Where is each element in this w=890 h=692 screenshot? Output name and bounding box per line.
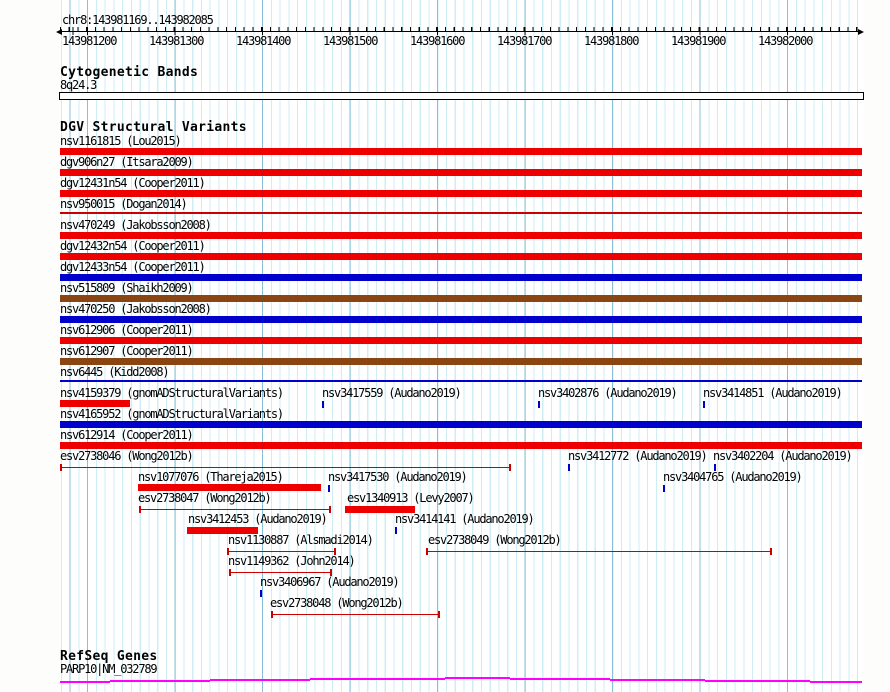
variant-range[interactable] — [139, 506, 331, 513]
section-header-refseq-genes: RefSeq Genes — [60, 649, 158, 664]
variant-label[interactable]: nsv3417530 (Audano2019) — [328, 470, 468, 484]
coordinate-grid — [59, 0, 864, 692]
variant-tick[interactable] — [322, 401, 324, 408]
variant-tick[interactable] — [538, 401, 540, 408]
variant-label[interactable]: dgv906n27 (Itsara2009) — [60, 155, 194, 169]
ruler-axis — [60, 31, 862, 32]
variant-bar[interactable] — [60, 253, 862, 260]
variant-range[interactable] — [426, 548, 772, 555]
variant-bar[interactable] — [345, 506, 415, 513]
ruler-label: 143981900 — [671, 34, 726, 48]
gene-segment[interactable] — [810, 681, 862, 683]
variant-bar[interactable] — [60, 337, 862, 344]
section-header-cytogenetic-bands: Cytogenetic Bands — [60, 65, 199, 80]
variant-bar[interactable] — [187, 527, 258, 534]
ruler-label: 143981600 — [410, 34, 465, 48]
variant-label[interactable]: nsv950015 (Dogan2014) — [60, 197, 188, 211]
cytoband-label[interactable]: 8q24.3 — [60, 78, 97, 92]
variant-range[interactable] — [271, 611, 440, 618]
variant-label[interactable]: nsv1149362 (John2014) — [228, 554, 356, 568]
variant-label[interactable]: nsv3404765 (Audano2019) — [663, 470, 803, 484]
variant-tick[interactable] — [663, 485, 665, 492]
ruler-right-arrow-icon — [858, 29, 864, 35]
variant-tick[interactable] — [395, 527, 397, 534]
variant-bar[interactable] — [60, 316, 862, 323]
variant-bar[interactable] — [60, 190, 862, 197]
variant-label[interactable]: esv1340913 (Levy2007) — [347, 491, 475, 505]
variant-label[interactable]: nsv3412453 (Audano2019) — [188, 512, 328, 526]
variant-range[interactable] — [229, 569, 332, 576]
variant-label[interactable]: nsv612914 (Cooper2011) — [60, 428, 194, 442]
variant-bar[interactable] — [60, 442, 862, 449]
ruler-label: 143981700 — [497, 34, 552, 48]
gene-label[interactable]: PARP10|NM_032789 — [60, 662, 158, 676]
variant-label[interactable]: dgv12432n54 (Cooper2011) — [60, 239, 206, 253]
variant-label[interactable]: nsv612906 (Cooper2011) — [60, 323, 194, 337]
variant-label[interactable]: nsv612907 (Cooper2011) — [60, 344, 194, 358]
gene-segment[interactable] — [310, 678, 445, 680]
variant-line[interactable] — [60, 380, 862, 382]
variant-tick[interactable] — [328, 485, 330, 492]
variant-label[interactable]: nsv3406967 (Audano2019) — [260, 575, 400, 589]
region-title: chr8:143981169..143982085 — [62, 13, 214, 27]
variant-label[interactable]: nsv3402204 (Audano2019) — [713, 449, 853, 463]
ruler-label: 143981300 — [149, 34, 204, 48]
variant-label[interactable]: nsv3412772 (Audano2019) — [568, 449, 708, 463]
variant-label[interactable]: dgv12433n54 (Cooper2011) — [60, 260, 206, 274]
gene-segment[interactable] — [705, 680, 810, 682]
variant-tick[interactable] — [260, 590, 262, 597]
variant-line[interactable] — [60, 212, 862, 214]
variant-label[interactable]: nsv3402876 (Audano2019) — [538, 386, 678, 400]
ruler-label: 143981400 — [236, 34, 291, 48]
variant-label[interactable]: nsv3414851 (Audano2019) — [703, 386, 843, 400]
variant-bar[interactable] — [60, 400, 130, 407]
gene-segment[interactable] — [60, 681, 110, 683]
variant-label[interactable]: nsv1161815 (Lou2015) — [60, 134, 182, 148]
gene-segment[interactable] — [510, 678, 610, 680]
variant-label[interactable]: esv2738049 (Wong2012b) — [428, 533, 562, 547]
ruler-label: 143981500 — [323, 34, 378, 48]
variant-label[interactable]: esv2738048 (Wong2012b) — [270, 596, 404, 610]
variant-range[interactable] — [227, 548, 336, 555]
variant-bar[interactable] — [138, 484, 321, 491]
variant-label[interactable]: esv2738046 (Wong2012b) — [60, 449, 194, 463]
variant-bar[interactable] — [60, 148, 862, 155]
variant-label[interactable]: nsv6445 (Kidd2008) — [60, 365, 170, 379]
variant-bar[interactable] — [60, 274, 862, 281]
section-header-dgv-variants: DGV Structural Variants — [60, 120, 247, 135]
variant-tick[interactable] — [568, 464, 570, 471]
variant-label[interactable]: nsv3414141 (Audano2019) — [395, 512, 535, 526]
variant-bar[interactable] — [60, 232, 862, 239]
variant-bar[interactable] — [60, 169, 862, 176]
variant-label[interactable]: dgv12431n54 (Cooper2011) — [60, 176, 206, 190]
variant-label[interactable]: nsv3417559 (Audano2019) — [322, 386, 462, 400]
variant-label[interactable]: esv2738047 (Wong2012b) — [138, 491, 272, 505]
variant-bar[interactable] — [60, 295, 862, 302]
ruler-label: 143981800 — [584, 34, 639, 48]
variant-tick[interactable] — [703, 401, 705, 408]
variant-label[interactable]: nsv1077076 (Thareja2015) — [138, 470, 284, 484]
variant-tick[interactable] — [714, 464, 716, 471]
gene-segment[interactable] — [210, 679, 310, 681]
gene-segment[interactable] — [610, 679, 705, 681]
variant-label[interactable]: nsv470249 (Jakobsson2008) — [60, 218, 212, 232]
ruler-label: 143982000 — [758, 34, 813, 48]
gene-segment[interactable] — [110, 680, 210, 682]
variant-label[interactable]: nsv515809 (Shaikh2009) — [60, 281, 194, 295]
gene-segment[interactable] — [445, 677, 510, 679]
variant-label[interactable]: nsv4159379 (gnomADStructuralVariants) — [60, 386, 284, 400]
variant-range[interactable] — [60, 464, 511, 471]
variant-label[interactable]: nsv4165952 (gnomADStructuralVariants) — [60, 407, 284, 421]
variant-bar[interactable] — [60, 358, 862, 365]
cytoband-glyph[interactable] — [59, 92, 864, 100]
ruler-label: 143981200 — [62, 34, 117, 48]
variant-bar[interactable] — [60, 421, 862, 428]
ruler-left-arrow-icon — [56, 29, 62, 35]
variant-label[interactable]: nsv1130887 (Alsmadi2014) — [228, 533, 374, 547]
variant-label[interactable]: nsv470250 (Jakobsson2008) — [60, 302, 212, 316]
